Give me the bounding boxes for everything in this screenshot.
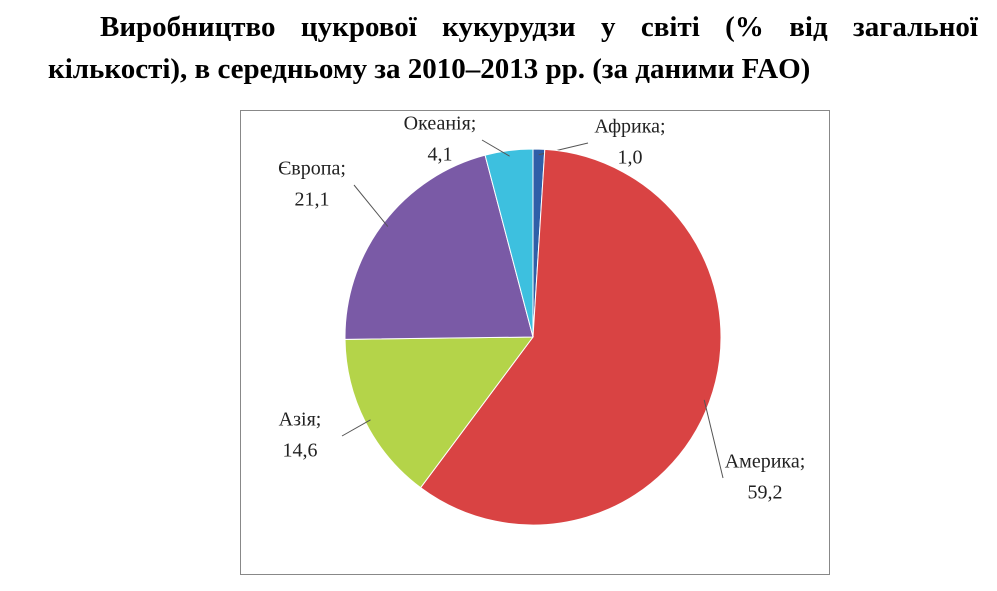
slice-label: Азія; — [279, 409, 322, 431]
slice-label: Океанія; — [404, 113, 477, 135]
value-label: 4,1 — [428, 144, 453, 166]
pie-slice — [419, 148, 722, 526]
chart-title: Виробництво цукрової кукурудзи у світі (… — [48, 11, 978, 85]
slice-label: Америка; — [725, 451, 806, 473]
leader-line — [341, 419, 371, 437]
value-label: 14,6 — [283, 440, 318, 462]
slice-label: Європа; — [278, 158, 346, 180]
leader-line — [481, 139, 510, 157]
value-label: 59,2 — [748, 482, 783, 504]
pie-slice — [344, 154, 534, 340]
value-label: 21,1 — [295, 189, 330, 211]
pie-slice — [484, 148, 534, 338]
leader-line — [703, 399, 724, 479]
slice-label: Африка; — [594, 116, 665, 138]
value-label: 1,0 — [618, 147, 643, 169]
chart-frame — [240, 110, 830, 575]
leader-line — [353, 184, 389, 227]
